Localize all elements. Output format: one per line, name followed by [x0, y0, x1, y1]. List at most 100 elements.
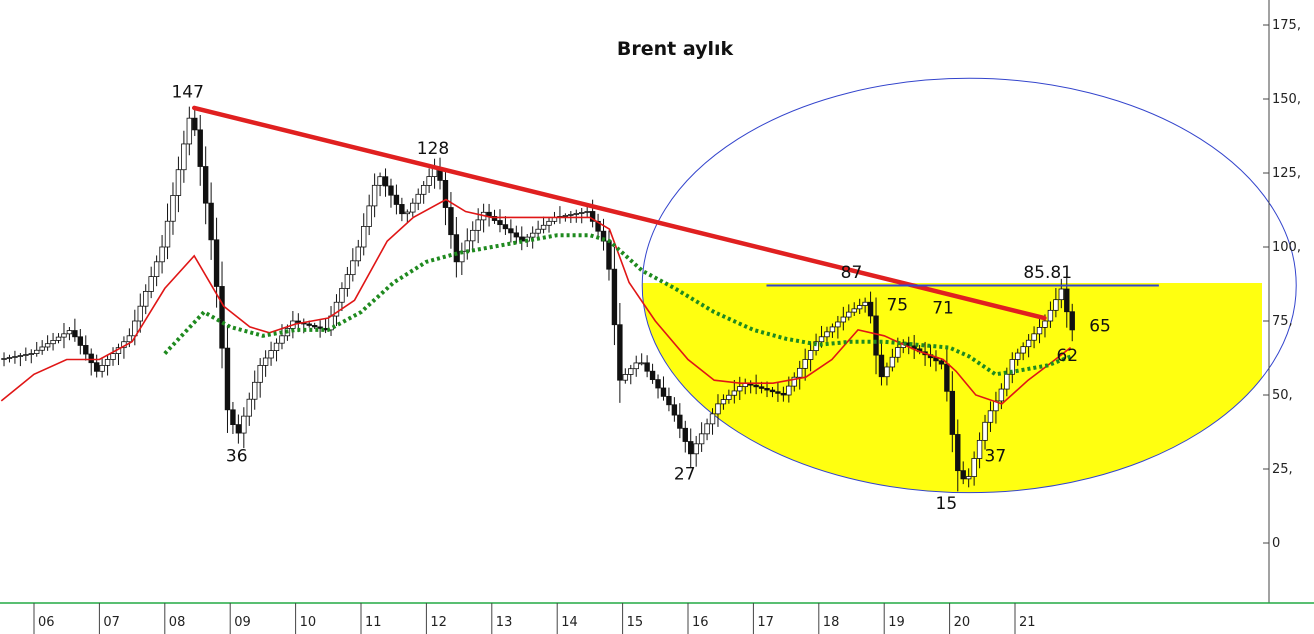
- candle-down: [955, 434, 961, 472]
- x-tick-label: 11: [365, 615, 382, 630]
- candle-down: [208, 202, 214, 241]
- candle-down: [655, 379, 661, 389]
- candle-up: [371, 184, 378, 207]
- candle-down: [660, 387, 667, 397]
- candle-down: [502, 224, 509, 230]
- candle-up: [693, 443, 699, 455]
- candle-up: [350, 260, 356, 276]
- candle-up: [562, 215, 569, 217]
- candle-down: [497, 220, 503, 226]
- candle-up: [12, 356, 18, 358]
- candle-up: [61, 333, 67, 338]
- candle-up: [28, 353, 34, 355]
- candle-down: [388, 185, 394, 196]
- candle-up: [579, 212, 585, 214]
- candle-down: [589, 211, 596, 222]
- x-tick-label: 18: [823, 615, 840, 630]
- candle-down: [399, 204, 405, 215]
- candle-up: [884, 366, 890, 378]
- candle-down: [688, 441, 694, 455]
- candle-up: [164, 220, 171, 248]
- annotation-label: 36: [226, 447, 248, 467]
- x-tick-label: 16: [692, 615, 709, 630]
- candle-up: [366, 205, 372, 227]
- y-tick-label: 150,: [1272, 92, 1301, 107]
- candle-down: [202, 166, 209, 204]
- x-tick-label: 10: [300, 615, 317, 630]
- annotation-label: 75: [886, 296, 908, 316]
- candle-up: [633, 362, 639, 370]
- candle-up: [546, 220, 552, 226]
- x-tick-label: 07: [103, 615, 120, 630]
- candle-up: [50, 340, 56, 345]
- candle-up: [355, 246, 361, 262]
- candle-up: [420, 185, 427, 195]
- candle-up: [279, 335, 285, 344]
- candle-down: [382, 176, 389, 187]
- candle-up: [241, 415, 247, 434]
- candle-up: [529, 232, 536, 238]
- candle-up: [726, 394, 732, 400]
- y-tick-label: 50,: [1272, 388, 1293, 403]
- candle-up: [104, 359, 111, 366]
- candle-up: [1020, 346, 1026, 354]
- y-tick-label: 75,: [1272, 314, 1293, 329]
- x-tick-label: 13: [496, 615, 513, 630]
- annotation-label: 15: [936, 494, 958, 514]
- candle-down: [213, 239, 220, 287]
- candle-up: [181, 143, 187, 171]
- annotation-label: 62: [1056, 346, 1078, 366]
- candle-down: [617, 324, 623, 381]
- candle-down: [513, 232, 520, 238]
- candle-up: [159, 246, 165, 263]
- candle-up: [475, 219, 481, 231]
- candle-up: [1009, 359, 1015, 375]
- candle-down: [311, 325, 318, 328]
- candle-up: [965, 476, 972, 480]
- moving-average-solid: [0, 198, 1072, 405]
- y-tick-label: 25,: [1272, 462, 1293, 477]
- candle-down: [219, 286, 225, 349]
- candle-down: [230, 409, 236, 425]
- candle-up: [333, 301, 340, 317]
- candle-up: [110, 353, 116, 360]
- candle-up: [186, 117, 193, 145]
- candle-down: [508, 228, 514, 234]
- candle-down: [606, 240, 612, 270]
- candle-down: [878, 354, 885, 378]
- candle-up: [715, 403, 721, 415]
- candle-up: [895, 347, 901, 358]
- candle-up: [153, 261, 160, 277]
- candle-up: [268, 350, 274, 359]
- candle-down: [72, 330, 78, 338]
- candle-down: [867, 301, 874, 317]
- candle-down: [649, 370, 656, 381]
- candle-down: [611, 268, 618, 326]
- candle-up: [720, 399, 727, 405]
- candle-down: [758, 386, 765, 389]
- candles-layer: [1, 106, 1075, 492]
- candle-up: [470, 229, 476, 242]
- candle-up: [584, 211, 590, 213]
- candle-up: [66, 330, 73, 335]
- x-tick-label: 09: [234, 615, 251, 630]
- candle-down: [442, 179, 449, 208]
- candle-up: [638, 362, 645, 365]
- candle-down: [453, 234, 460, 263]
- candle-up: [126, 335, 133, 343]
- candle-down: [666, 395, 672, 406]
- candle-down: [938, 360, 945, 365]
- candle-down: [88, 353, 94, 364]
- candle-up: [1, 358, 7, 360]
- candle-down: [83, 345, 89, 355]
- candle-up: [993, 400, 999, 412]
- candle-up: [818, 336, 825, 343]
- annotation-label: 87: [841, 263, 863, 283]
- candle-up: [143, 290, 149, 307]
- annotation-label: 27: [674, 464, 696, 484]
- candle-up: [262, 357, 269, 366]
- candle-up: [148, 276, 154, 292]
- candle-up: [39, 346, 45, 351]
